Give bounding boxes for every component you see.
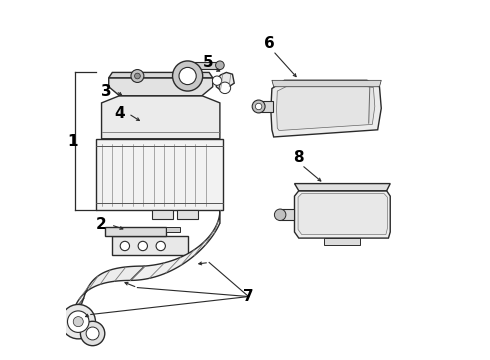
- Polygon shape: [112, 235, 188, 255]
- Polygon shape: [298, 194, 388, 234]
- Polygon shape: [188, 62, 220, 69]
- Circle shape: [68, 311, 89, 332]
- Polygon shape: [272, 80, 381, 87]
- Polygon shape: [73, 266, 145, 313]
- Polygon shape: [276, 86, 375, 131]
- Circle shape: [86, 327, 99, 340]
- Circle shape: [73, 317, 83, 327]
- Polygon shape: [109, 78, 213, 96]
- Polygon shape: [177, 211, 198, 220]
- Circle shape: [274, 209, 286, 221]
- Polygon shape: [324, 238, 360, 245]
- Text: 5: 5: [203, 55, 214, 70]
- Polygon shape: [152, 211, 173, 220]
- Circle shape: [138, 241, 147, 251]
- Polygon shape: [216, 72, 234, 90]
- Text: 2: 2: [96, 217, 106, 232]
- Text: 6: 6: [264, 36, 275, 51]
- Polygon shape: [101, 96, 220, 139]
- Text: 8: 8: [293, 150, 303, 165]
- Circle shape: [219, 82, 231, 94]
- Polygon shape: [279, 210, 294, 220]
- Text: 7: 7: [243, 289, 254, 304]
- Polygon shape: [294, 191, 390, 238]
- Polygon shape: [109, 72, 213, 78]
- Circle shape: [120, 241, 129, 251]
- Text: 4: 4: [114, 106, 125, 121]
- Polygon shape: [294, 184, 390, 191]
- Polygon shape: [271, 80, 381, 137]
- Circle shape: [252, 100, 265, 113]
- Text: 3: 3: [100, 84, 111, 99]
- Circle shape: [179, 67, 196, 85]
- Circle shape: [61, 305, 96, 339]
- Polygon shape: [258, 101, 273, 112]
- Circle shape: [156, 241, 166, 251]
- Polygon shape: [105, 226, 166, 235]
- Circle shape: [135, 73, 140, 79]
- Circle shape: [212, 76, 221, 85]
- Text: 1: 1: [67, 134, 77, 149]
- Circle shape: [80, 321, 105, 346]
- Circle shape: [216, 61, 224, 69]
- Circle shape: [172, 61, 203, 91]
- Polygon shape: [96, 139, 223, 211]
- Polygon shape: [130, 211, 220, 280]
- Circle shape: [131, 69, 144, 82]
- Circle shape: [255, 103, 262, 110]
- Polygon shape: [166, 226, 180, 232]
